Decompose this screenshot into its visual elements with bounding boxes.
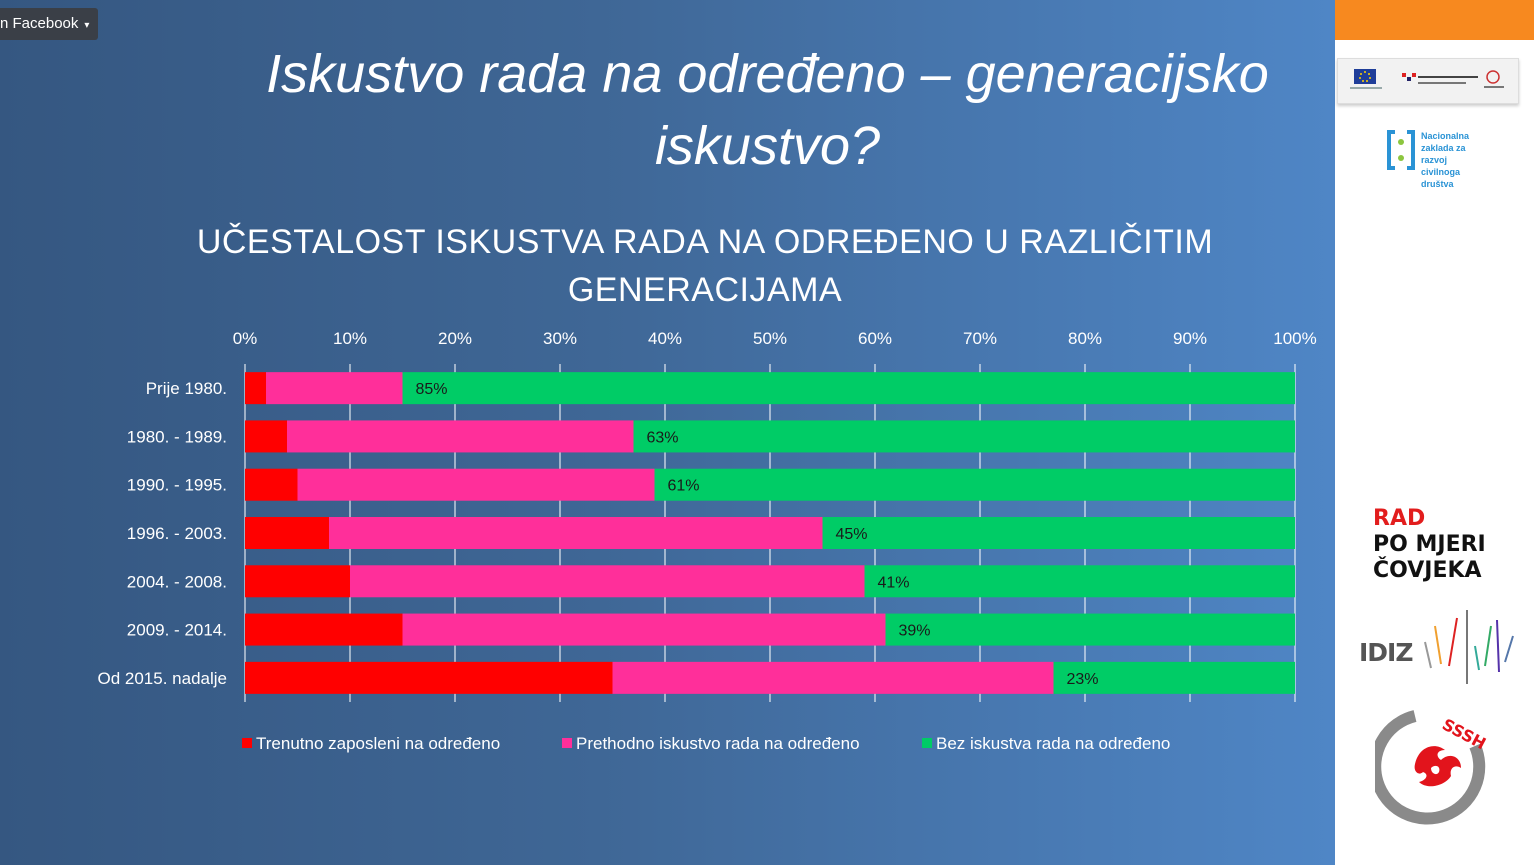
bar-segment <box>245 613 403 646</box>
chevron-down-icon: ▾ <box>84 20 90 31</box>
category-label: 1980. - 1989. <box>127 427 227 446</box>
rad-logo-line-2: PO MJERI <box>1373 532 1486 557</box>
bar-segment <box>329 517 823 549</box>
legend-swatch <box>922 738 932 748</box>
idiz-logo-text: IDIZ <box>1359 638 1413 667</box>
category-label: Prije 1980. <box>146 379 227 398</box>
x-tick-label: 20% <box>438 329 472 348</box>
bar-segment <box>612 661 1054 694</box>
category-label: 2009. - 2014. <box>127 621 227 640</box>
rad-po-mjeri-covjeka-logo: RAD PO MJERI ČOVJEKA <box>1373 506 1486 584</box>
orange-header-bar <box>1335 0 1534 40</box>
category-label: 2004. - 2008. <box>127 572 227 591</box>
rad-logo-line-1: RAD <box>1373 506 1426 531</box>
data-label: 41% <box>878 574 910 591</box>
nz-line-2: zaklada za <box>1421 143 1466 153</box>
x-tick-label: 50% <box>753 329 787 348</box>
x-tick-label: 80% <box>1068 329 1102 348</box>
legend-swatch <box>242 738 252 748</box>
chart-title-line-1: UČESTALOST ISKUSTVA RADA NA ODREĐENO U R… <box>196 223 1214 261</box>
slide-title: Iskustvo rada na određeno – generacijsko… <box>200 38 1335 182</box>
x-tick-label: 30% <box>543 329 577 348</box>
bracket-logo-icon <box>1387 130 1415 170</box>
category-label: 1990. - 1995. <box>127 476 227 495</box>
slide-title-line-2: iskustvo? <box>654 116 881 176</box>
nacionalna-zaklada-logo: Nacionalna zaklada za razvoj civilnoga d… <box>1385 124 1525 190</box>
share-button-label: n Facebook <box>0 15 79 32</box>
bar-segment <box>402 372 1295 405</box>
data-label: 39% <box>899 623 931 640</box>
bar-segment <box>885 613 1295 646</box>
share-facebook-button[interactable]: n Facebook ▾ <box>0 8 98 40</box>
stacked-bar-chart: 0% 10% 20% 30% 40% 50% 60% 70% 80% 90% 100% 85% Prij… <box>98 329 1316 753</box>
data-label: 45% <box>836 526 868 543</box>
sssh-text: SSSH <box>1439 715 1489 754</box>
bar-segment <box>402 613 886 646</box>
sssh-logo: SSSH <box>1369 706 1499 830</box>
bar-segment <box>350 565 865 598</box>
eu-funds-logo-strip <box>1337 58 1519 104</box>
bar-segment <box>245 420 287 453</box>
bar-segment <box>654 468 1295 501</box>
chart-title: UČESTALOST ISKUSTVA RADA NA ODREĐENO U R… <box>130 218 1280 314</box>
bar-segment <box>266 372 403 405</box>
chart-title-line-2: GENERACIJAMA <box>567 271 843 309</box>
slide-title-line-1: Iskustvo rada na određeno – generacijsko <box>266 44 1269 104</box>
bar-segment <box>633 420 1295 453</box>
x-tick-label: 70% <box>963 329 997 348</box>
x-tick-label: 10% <box>333 329 367 348</box>
bar-segment <box>297 468 655 501</box>
bar-segment <box>245 468 298 501</box>
nacionalna-zaklada-text: Nacionalna zaklada za razvoj civilnoga d… <box>1421 130 1469 190</box>
bar-segment <box>287 420 634 453</box>
bar-segment <box>245 517 329 549</box>
eu-logos-icon <box>1350 69 1504 89</box>
rad-logo-line-3: ČOVJEKA <box>1373 558 1482 583</box>
nz-line-3: razvoj <box>1421 155 1448 165</box>
bar-segment <box>245 372 266 405</box>
nz-line-1: Nacionalna <box>1421 131 1470 141</box>
x-tick-label: 40% <box>648 329 682 348</box>
bar-segment <box>864 565 1295 598</box>
x-tick-label: 100% <box>1273 329 1316 348</box>
logo-sidebar: Nacionalna zaklada za razvoj civilnoga d… <box>1335 0 1534 865</box>
bar-segment <box>822 517 1295 549</box>
category-label: Od 2015. nadalje <box>98 669 228 688</box>
data-label: 23% <box>1067 671 1099 688</box>
legend-label: Bez iskustva rada na određeno <box>936 734 1170 753</box>
legend-label: Prethodno iskustvo rada na određeno <box>576 734 860 753</box>
bar-segment <box>245 565 350 598</box>
sssh-emblem-icon: SSSH <box>1369 710 1489 825</box>
x-tick-label: 60% <box>858 329 892 348</box>
x-tick-label: 90% <box>1173 329 1207 348</box>
legend-label: Trenutno zaposleni na određeno <box>256 734 500 753</box>
x-tick-label: 0% <box>233 329 258 348</box>
legend-swatch <box>562 738 572 748</box>
data-label: 63% <box>647 429 679 446</box>
idiz-lines-icon <box>1424 610 1514 684</box>
data-label: 85% <box>416 381 448 398</box>
category-label: 1996. - 2003. <box>127 524 227 543</box>
bar-segment <box>245 661 613 694</box>
idiz-logo: IDIZ <box>1359 606 1519 686</box>
nz-line-4: civilnoga <box>1421 167 1461 177</box>
data-label: 61% <box>668 478 700 495</box>
bar-segment <box>1053 661 1295 694</box>
nz-line-5: društva <box>1421 179 1454 189</box>
